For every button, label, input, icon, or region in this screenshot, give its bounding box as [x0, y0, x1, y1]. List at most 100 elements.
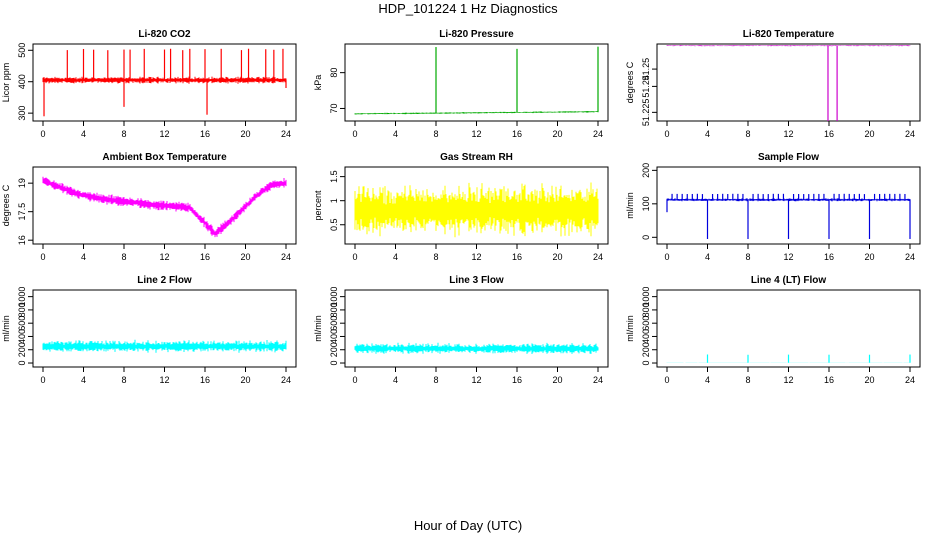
panel-title: Li-820 CO2: [138, 29, 191, 40]
x-tick-label: 0: [664, 375, 669, 385]
series-band: [42, 339, 287, 353]
panel-8: Line 4 (LT) Flow 0 4 8 12 16 20 24 0 200400600800…: [625, 275, 921, 385]
x-tick-label: 24: [593, 129, 603, 139]
y-axis-label: ml/min: [625, 315, 635, 342]
y-tick-label: 600: [329, 316, 339, 331]
series-3: [42, 176, 287, 238]
y-tick-label: 80: [329, 68, 339, 78]
y-tick-label: 400: [329, 329, 339, 344]
panel-title: Sample Flow: [758, 152, 819, 163]
plot-frame: [344, 43, 609, 122]
x-tick-label: 12: [783, 252, 793, 262]
series-5: [666, 193, 911, 239]
x-tick-label: 20: [552, 252, 562, 262]
x-tick-label: 0: [352, 129, 357, 139]
x-tick-label: 8: [121, 252, 126, 262]
plot-frame: [344, 289, 609, 368]
x-tick-label: 16: [512, 252, 522, 262]
x-tick-label: 12: [159, 375, 169, 385]
x-tick-label: 24: [281, 375, 291, 385]
x-tick-label: 8: [745, 129, 750, 139]
x-tick-label: 4: [393, 252, 398, 262]
panel-4: Gas Stream RH 0 4 8 12 16 20 24 0.5 1 1.5 percent: [313, 152, 609, 262]
y-tick-label: 0.5: [329, 218, 339, 231]
y-tick-label: 200: [329, 342, 339, 357]
y-tick-label: 1: [329, 198, 339, 203]
y-tick-label: 0: [641, 361, 651, 366]
y-tick-label: 16: [17, 235, 27, 245]
y-tick-label: 500: [17, 43, 27, 58]
x-tick-label: 24: [281, 252, 291, 262]
x-tick-label: 16: [200, 129, 210, 139]
x-tick-label: 8: [745, 252, 750, 262]
y-tick-label: 1000: [329, 287, 339, 307]
x-tick-label: 8: [745, 375, 750, 385]
y-tick-label: 800: [17, 302, 27, 317]
x-tick-label: 24: [593, 375, 603, 385]
panel-2: Li-820 Temperature 0 4 8 12 16 20 24 51.22551.24…: [625, 29, 921, 139]
y-axis-label: degrees C: [1, 184, 11, 226]
plot-frame: [32, 289, 297, 368]
y-axis-label: degrees C: [625, 61, 635, 103]
panel-5: Sample Flow 0 4 8 12 16 20 24 0 100 200 ml/min: [625, 152, 921, 262]
x-tick-label: 4: [81, 252, 86, 262]
series-band: [42, 176, 287, 238]
x-tick-label: 8: [121, 375, 126, 385]
x-tick-label: 0: [664, 252, 669, 262]
x-tick-label: 20: [240, 375, 250, 385]
series-7: [354, 342, 599, 354]
y-tick-label: 51.25: [641, 58, 651, 81]
series-2: [666, 45, 911, 121]
series-0: [42, 48, 287, 117]
x-tick-label: 24: [281, 129, 291, 139]
y-axis-label: ml/min: [313, 315, 323, 342]
panel-0: Li-820 CO2 0 4 8 12 16 20 24 300 400 500 Licor ppm: [1, 29, 297, 139]
x-tick-label: 20: [864, 252, 874, 262]
x-tick-label: 4: [705, 375, 710, 385]
y-tick-label: 400: [17, 329, 27, 344]
plot-frame: [656, 43, 921, 122]
x-tick-label: 24: [905, 129, 915, 139]
series-band: [666, 45, 911, 47]
y-tick-label: 100: [641, 196, 651, 211]
panel-1: Li-820 Pressure 0 4 8 12 16 20 24 70 80 kPa: [313, 29, 609, 139]
y-tick-label: 600: [17, 316, 27, 331]
panel-title: Line 4 (LT) Flow: [751, 275, 827, 286]
x-tick-label: 8: [433, 129, 438, 139]
x-tick-label: 12: [471, 375, 481, 385]
x-tick-label: 16: [512, 129, 522, 139]
x-axis-label: Hour of Day (UTC): [413, 518, 523, 533]
panel-title: Line 3 Flow: [449, 275, 504, 286]
series-1: [354, 46, 599, 115]
y-tick-label: 300: [17, 106, 27, 121]
series-6: [42, 339, 287, 353]
x-tick-label: 0: [40, 129, 45, 139]
x-tick-label: 4: [393, 375, 398, 385]
x-tick-label: 0: [40, 375, 45, 385]
y-tick-label: 400: [641, 329, 651, 344]
x-tick-label: 16: [824, 375, 834, 385]
x-tick-label: 24: [905, 375, 915, 385]
y-tick-label: 600: [641, 316, 651, 331]
x-tick-label: 16: [512, 375, 522, 385]
y-tick-label: 0: [329, 361, 339, 366]
x-tick-label: 8: [433, 252, 438, 262]
y-tick-label: 200: [17, 342, 27, 357]
y-tick-label: 1000: [17, 287, 27, 307]
x-tick-label: 8: [433, 375, 438, 385]
x-tick-label: 20: [240, 252, 250, 262]
y-axis-label: kPa: [313, 75, 323, 91]
y-tick-label: 0: [17, 361, 27, 366]
y-tick-label: 1000: [641, 287, 651, 307]
y-axis-label: ml/min: [1, 315, 11, 342]
y-tick-label: 70: [329, 103, 339, 113]
y-tick-label: 0: [641, 235, 651, 240]
x-tick-label: 4: [705, 129, 710, 139]
x-tick-label: 0: [664, 129, 669, 139]
x-tick-label: 20: [552, 129, 562, 139]
x-tick-label: 12: [783, 129, 793, 139]
y-tick-label: 17.5: [17, 203, 27, 221]
